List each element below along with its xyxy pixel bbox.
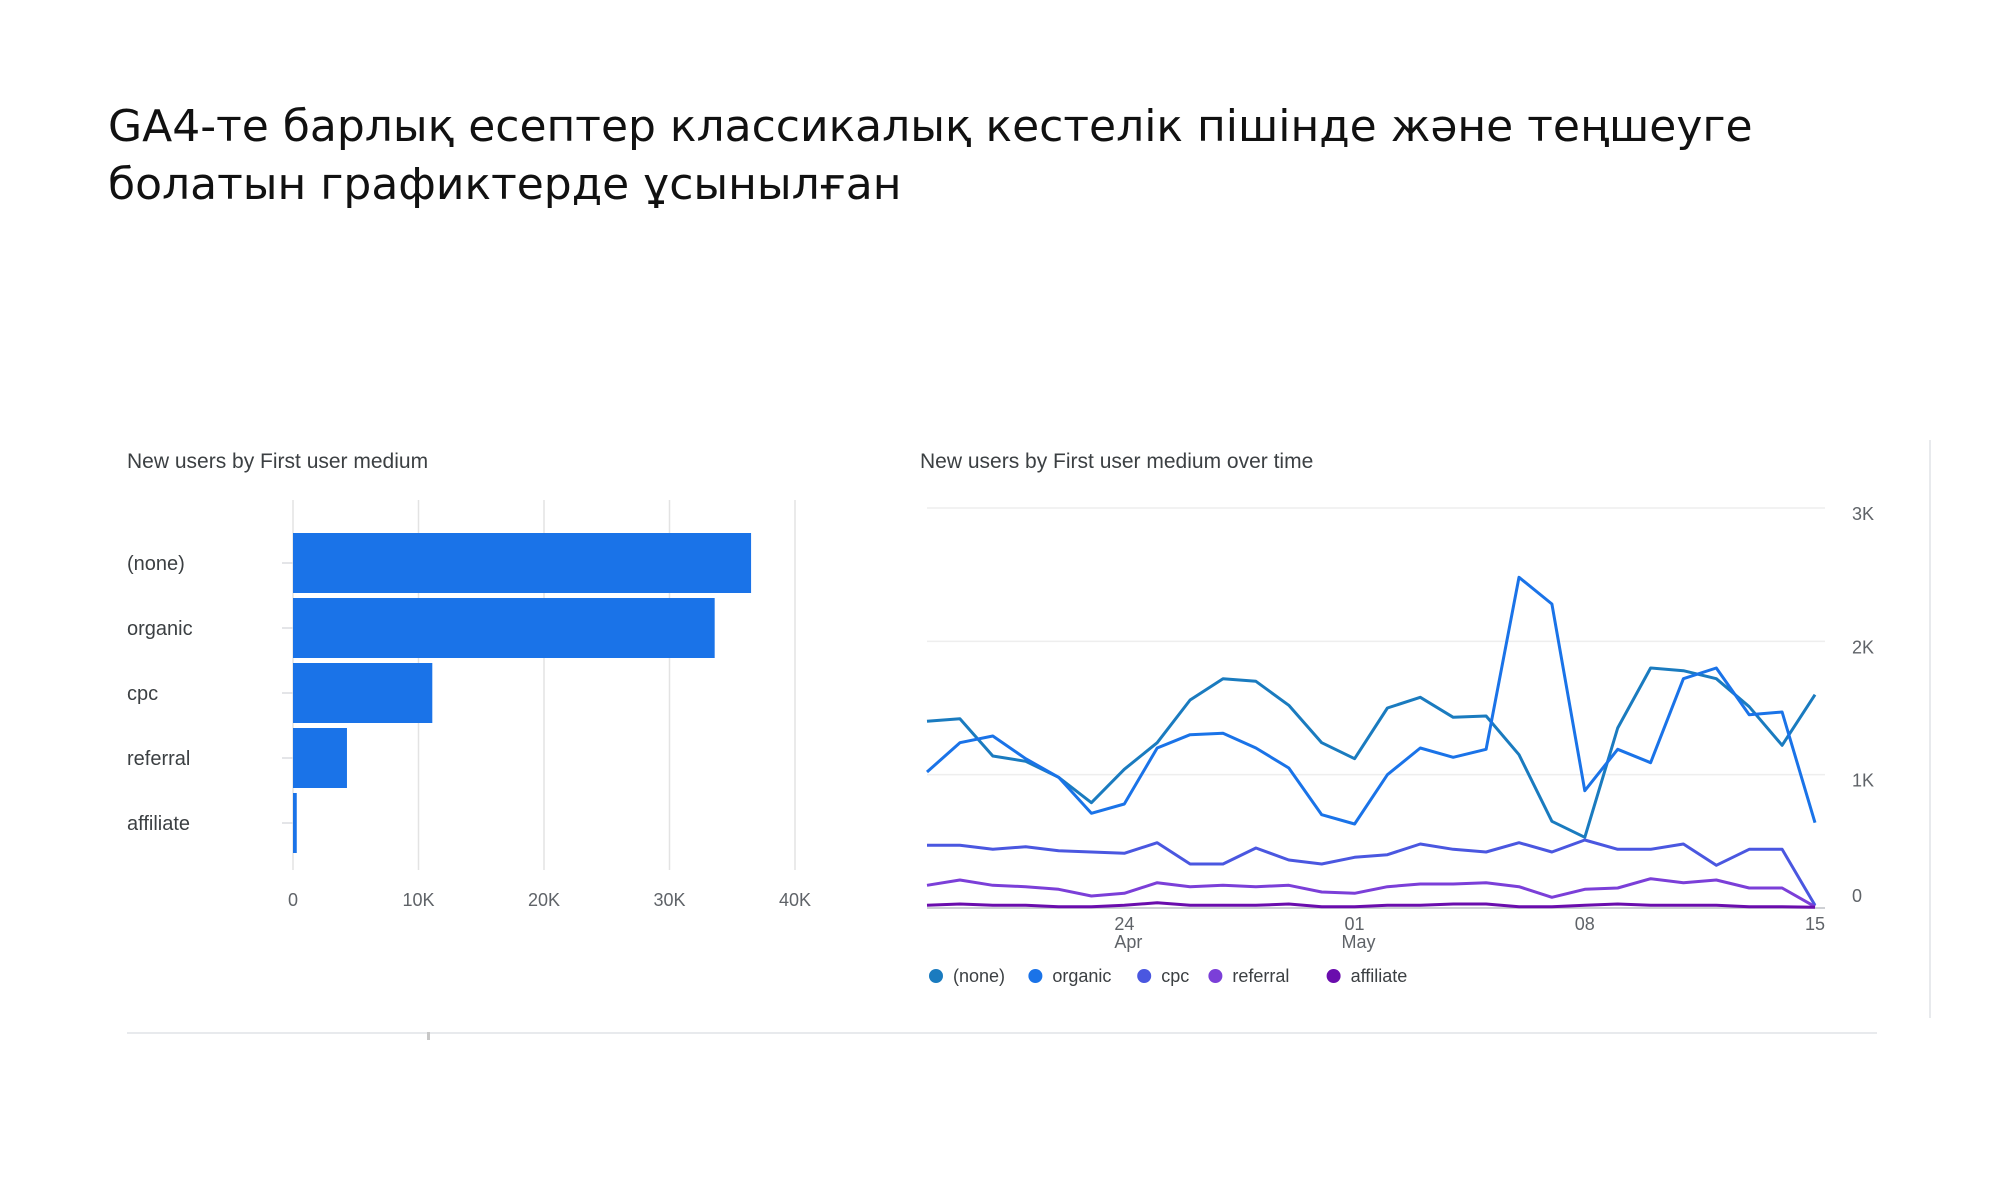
line-x-tick-month: Apr	[1114, 932, 1142, 952]
bar-x-tick-label: 20K	[528, 890, 560, 910]
bar-x-tick-label: 40K	[779, 890, 811, 910]
legend-label-affiliate[interactable]: affiliate	[1351, 966, 1408, 986]
legend-swatch	[929, 969, 943, 983]
bar-category-label: (none)	[127, 553, 185, 575]
legend-label-cpc[interactable]: cpc	[1161, 966, 1189, 986]
bar-category-label: cpc	[127, 683, 158, 705]
bar-chart-title: New users by First user medium	[127, 450, 429, 473]
divider-tick	[427, 1032, 430, 1040]
slide-title: GA4-те барлық есептер классикалық кестел…	[108, 98, 1908, 214]
legend-label-none[interactable]: (none)	[953, 966, 1005, 986]
line-y-tick-label: 2K	[1852, 637, 1874, 657]
bar-affiliate[interactable]	[293, 793, 297, 853]
line-series-cpc[interactable]	[927, 838, 1817, 907]
legend-swatch	[1326, 969, 1341, 983]
legend-swatch	[1137, 969, 1152, 983]
line-chart-title: New users by First user medium over time	[920, 450, 1314, 473]
bar-organic[interactable]	[293, 598, 715, 658]
line-x-tick-day: 01	[1345, 914, 1365, 934]
legend-label-organic[interactable]: organic	[1052, 966, 1111, 986]
line-series-affiliate[interactable]	[926, 901, 1816, 909]
line-y-tick-label: 3K	[1852, 504, 1874, 524]
slide-title-line-2: болатын графиктерде ұсынылған	[108, 159, 902, 210]
line-x-tick-day: 15	[1805, 914, 1825, 934]
line-y-tick-label: 1K	[1852, 771, 1874, 791]
line-series-organic[interactable]	[926, 575, 1817, 826]
line-y-tick-label: 0	[1852, 886, 1862, 906]
bar-none[interactable]	[293, 533, 752, 593]
panel-bottom-divider	[127, 1032, 1877, 1034]
line-series-none[interactable]	[926, 666, 1817, 839]
line-series-referral[interactable]	[926, 877, 1816, 909]
bar-category-label: affiliate	[127, 813, 190, 835]
line-x-tick-day: 08	[1575, 914, 1595, 934]
legend-swatch	[1028, 969, 1043, 983]
line-x-tick-month: May	[1342, 932, 1376, 952]
bar-referral[interactable]	[293, 728, 347, 788]
bar-x-tick-label: 30K	[653, 890, 685, 910]
bar-x-tick-label: 0	[288, 890, 298, 910]
bar-category-label: organic	[127, 618, 193, 640]
legend-label-referral[interactable]: referral	[1232, 966, 1289, 986]
line-x-tick-day: 24	[1114, 914, 1134, 934]
panel-right-divider	[1929, 440, 1931, 1018]
bar-x-tick-label: 10K	[402, 890, 434, 910]
bar-cpc[interactable]	[293, 663, 433, 723]
slide-title-line-1: GA4-те барлық есептер классикалық кестел…	[108, 101, 1753, 152]
legend-swatch	[1208, 969, 1223, 983]
bar-category-label: referral	[127, 748, 190, 770]
